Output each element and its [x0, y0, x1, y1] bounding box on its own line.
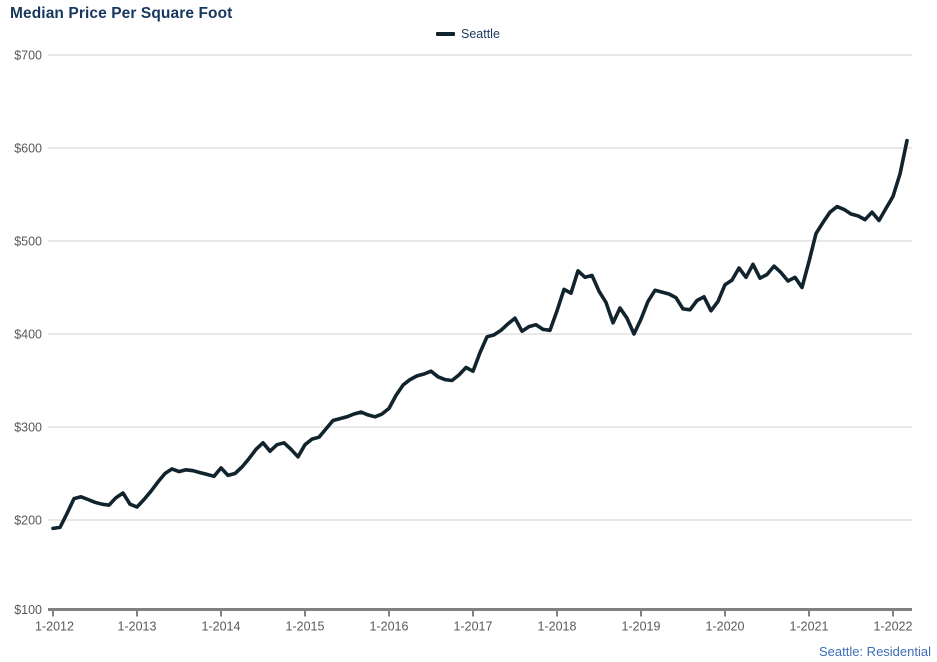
x-tick-label-1-2015: 1-2015: [286, 620, 325, 634]
legend-label-seattle: Seattle: [461, 27, 500, 41]
y-tick-label-200: $200: [14, 514, 42, 528]
x-tick-label-1-2013: 1-2013: [118, 620, 157, 634]
x-tick-label-1-2018: 1-2018: [538, 620, 577, 634]
source-note: Seattle: Residential: [818, 644, 931, 659]
x-tick-label-1-2014: 1-2014: [202, 620, 241, 634]
x-tick-label-1-2017: 1-2017: [454, 620, 493, 634]
x-tick-label-1-2019: 1-2019: [622, 620, 661, 634]
legend-item-seattle[interactable]: Seattle: [436, 27, 500, 41]
y-tick-label-700: $700: [14, 49, 42, 63]
y-tick-label-300: $300: [14, 421, 42, 435]
x-tick-label-1-2022: 1-2022: [874, 620, 913, 634]
x-tick-label-1-2012: 1-2012: [35, 620, 74, 634]
x-tick-label-1-2016: 1-2016: [370, 620, 409, 634]
seattle-series-line[interactable]: [51, 138, 909, 531]
y-tick-label-600: $600: [14, 142, 42, 156]
y-tick-label-400: $400: [14, 328, 42, 342]
x-tick-label-1-2020: 1-2020: [706, 620, 745, 634]
y-tick-label-100: $100: [14, 603, 42, 617]
legend-swatch-seattle: [436, 32, 455, 36]
x-tick-label-1-2021: 1-2021: [790, 620, 829, 634]
chart-title: Median Price Per Square Foot: [10, 5, 233, 22]
y-tick-label-500: $500: [14, 235, 42, 249]
